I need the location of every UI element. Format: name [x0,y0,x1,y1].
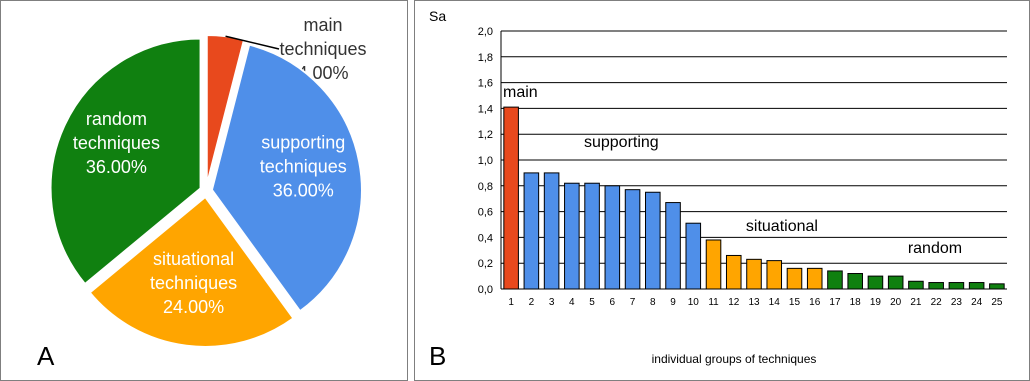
x-tick-label: 3 [549,297,555,308]
y-tick-label: 1,2 [478,129,493,141]
x-tick-label: 12 [728,297,740,308]
x-tick-label: 1 [508,297,514,308]
bar-chart-panel: 0,0 0,2 0,4 0,6 0,8 1,0 1,2 1,4 1,6 1,8 2,0 1 2 3 4 5 6 7… [414,0,1030,381]
x-tick-label: 2 [529,297,535,308]
panel-label-a: A [37,341,55,371]
y-tick-label: 0,4 [478,232,493,244]
x-tick-label: 7 [630,297,636,308]
y-axis-title: Sa [429,8,446,24]
pie-slice-label: supporting [261,132,345,152]
y-tick-label: 0,6 [478,207,493,219]
x-tick-label: 8 [650,297,656,308]
bar-18 [847,273,863,290]
pie-chart-panel: main techniques 4.00% supporting techniques 3… [0,0,408,381]
x-tick-label: 18 [850,297,862,308]
bar-21 [908,280,924,290]
bar-23 [948,282,965,290]
bar-8 [645,191,661,290]
x-tick-label: 17 [829,297,841,308]
y-tick-label: 1,4 [478,103,493,115]
pie-chart: maintechniques4.00%supportingtechniques3… [49,15,367,348]
x-tick-label: 16 [809,297,821,308]
pie-slice-label: techniques [150,273,237,293]
bar-20 [887,275,904,290]
y-tick-label: 1,6 [478,78,493,90]
group-label-random: random [908,240,962,257]
x-tick-label: 5 [589,297,595,308]
y-tick-label: 0,8 [478,181,493,193]
bar-1 [503,106,519,290]
bar-11 [705,239,722,290]
pie-slice-label: techniques [279,39,366,59]
y-tick-label: 0,2 [478,258,493,270]
bar-19 [867,275,884,290]
bar-2 [523,172,540,290]
bar-14 [766,260,783,290]
bar-15 [786,267,803,290]
x-tick-label: 25 [991,297,1003,308]
x-tick-label: 23 [951,297,963,308]
pie-slice-label: techniques [260,156,347,176]
bar-22 [928,282,944,290]
pie-slice-2 [88,195,295,348]
group-label-main: main [503,84,538,101]
x-tick-label: 11 [708,297,719,308]
x-tick-label: 15 [789,297,801,308]
x-tick-label: 24 [971,297,983,308]
x-tick-label: 21 [910,297,922,308]
bar-chart: 0,00,20,40,60,81,01,21,41,61,82,01 2 3 4 5 6 7… [429,8,1007,366]
pie-slice-label: techniques [73,133,160,153]
bar-17 [827,270,843,290]
bar-25 [989,283,1005,290]
pie-slice-label: 36.00% [273,180,334,200]
pie-slice-1 [210,43,363,313]
bar-7 [624,189,641,290]
bar-24 [968,282,985,290]
pie-slice-label: situational [153,249,234,269]
y-tick-label: 2,0 [478,26,493,38]
x-tick-label: 6 [610,297,616,308]
bar-13 [746,258,762,290]
group-label-supporting: supporting [584,134,659,151]
bar-4 [564,182,580,290]
bar-9 [665,202,681,290]
bar-6 [604,185,621,290]
bar-12 [725,254,742,290]
x-tick-label: 22 [931,297,943,308]
pie-slice-3 [49,37,202,286]
bar-10 [685,222,702,290]
x-tick-label: 10 [688,297,700,308]
pie-slice-label: random [86,109,147,129]
x-tick-label: 9 [670,297,676,308]
pie-slice-label: 24.00% [163,297,224,317]
panel-label-b: B [429,341,447,371]
bar-3 [543,172,560,290]
bar-16 [806,267,823,290]
bar-5 [584,182,600,290]
y-tick-label: 0,0 [478,284,493,296]
pie-leader-line [225,35,280,50]
x-tick-label: 20 [890,297,902,308]
y-tick-label: 1,8 [478,52,493,64]
pie-slice-label: 36.00% [86,157,147,177]
x-tick-label: 4 [569,297,575,308]
x-tick-label: 13 [748,297,760,308]
pie-slice-0 [205,34,246,186]
x-axis-title: individual groups of techniques [652,352,817,366]
x-tick-label: 19 [870,297,882,308]
x-tick-label: 14 [769,297,781,308]
y-tick-label: 1,0 [478,155,493,167]
group-label-situational: situational [746,218,818,235]
pie-slice-label: main [303,15,342,35]
